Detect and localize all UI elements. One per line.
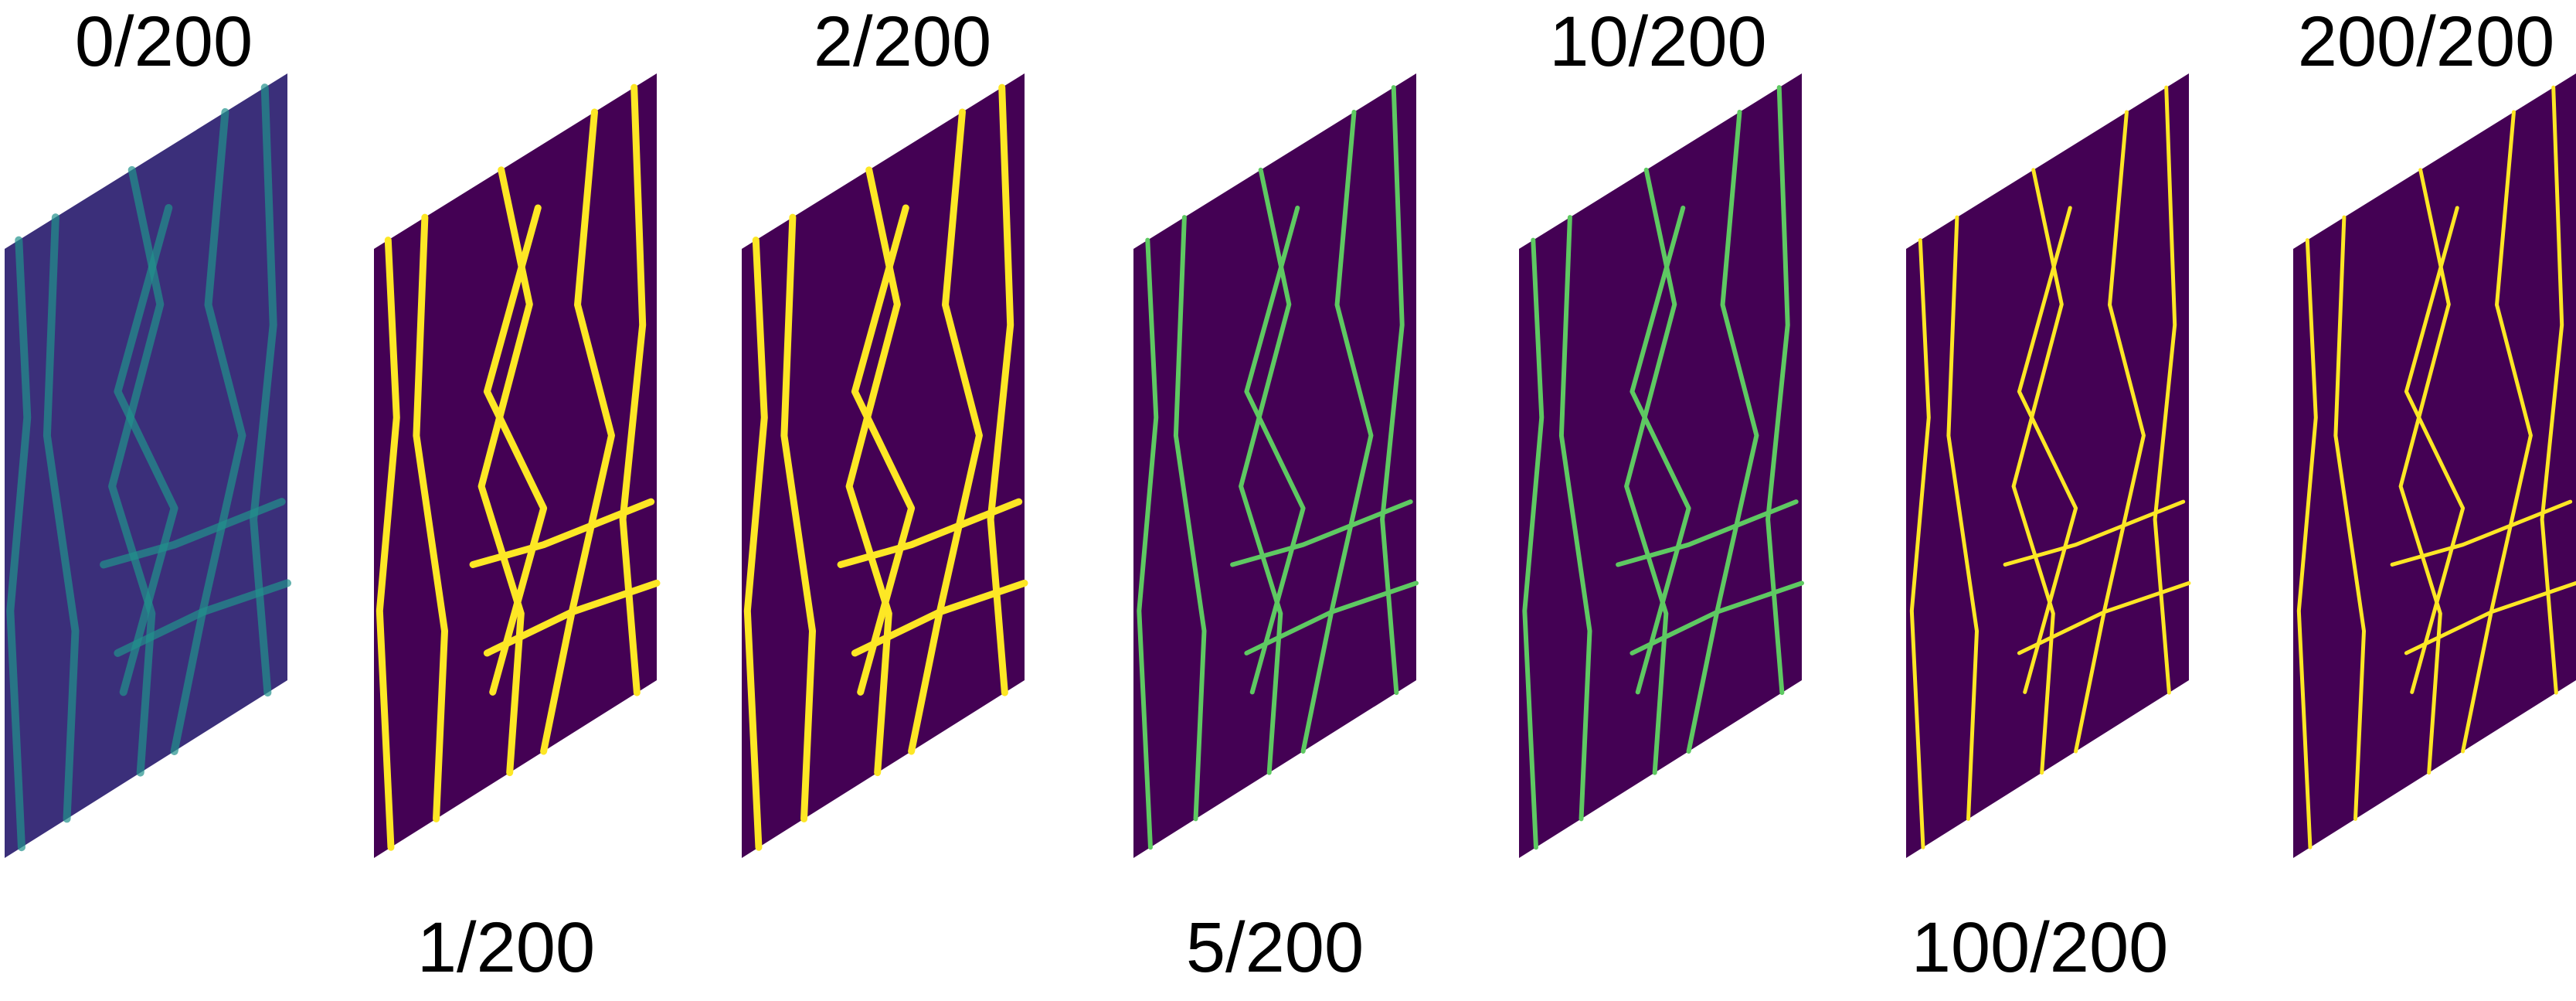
panel-3 [1133, 73, 1419, 858]
filament-line [2017, 581, 2191, 655]
filament-line [1173, 215, 1207, 822]
panel-background [2293, 73, 2576, 858]
filament-line [1230, 499, 1413, 567]
panel-label-1: 1/200 [416, 908, 596, 987]
filament-line [1300, 109, 1374, 754]
filament-line [114, 579, 291, 657]
filament-line [743, 237, 768, 851]
panel-label-0: 0/200 [74, 2, 253, 81]
panel-background [1519, 73, 1802, 858]
filament-line [483, 204, 548, 696]
filament-line [1244, 581, 1419, 655]
filament-line [1624, 167, 1677, 775]
panel-4 [1519, 73, 1804, 858]
filament-line [42, 213, 80, 823]
panel-5 [1906, 73, 2191, 858]
filament-line [1244, 205, 1306, 695]
panel-1 [374, 73, 661, 858]
filament-line [1239, 167, 1292, 775]
filament-line [1946, 215, 1979, 821]
filament-line [1522, 237, 1545, 850]
filament-line [114, 203, 178, 696]
filament-line [2333, 215, 2366, 821]
filament-line [619, 83, 647, 696]
filament-line [1909, 238, 1931, 849]
filament-line [2003, 499, 2186, 567]
filament-line [1686, 109, 1759, 754]
panel-6 [2293, 73, 2576, 858]
filament-line [2153, 85, 2177, 695]
filament-line [851, 579, 1028, 657]
filament-line [851, 204, 916, 696]
filament-line [1558, 215, 1592, 822]
filament-line [1765, 85, 1790, 696]
filament-line [2404, 581, 2576, 655]
filament-line [100, 498, 286, 569]
filament-line [1630, 205, 1691, 695]
filament-line [413, 213, 448, 822]
filament-line [1630, 581, 1804, 655]
panel-0 [5, 73, 291, 858]
filament-line [2398, 168, 2451, 775]
filament-line [1137, 237, 1159, 850]
panel-background [1906, 73, 2189, 858]
filament-line [540, 108, 615, 755]
filament-line [2404, 206, 2466, 694]
filament-line [2540, 85, 2564, 695]
filament-line [780, 213, 816, 822]
panel-label-2: 2/200 [813, 2, 992, 81]
panel-label-5: 100/200 [1911, 908, 2169, 987]
filament-line [2017, 206, 2078, 694]
filament-line [250, 83, 277, 697]
panel-2 [742, 73, 1028, 858]
filament-line [469, 498, 655, 568]
filament-line [908, 108, 983, 755]
filament-line [1616, 499, 1799, 567]
filament-line [837, 498, 1023, 568]
filament-line [483, 579, 661, 657]
filament-line [987, 83, 1014, 696]
filament-line [2074, 110, 2146, 754]
panel-label-6: 200/200 [2297, 2, 2555, 81]
filament-line [376, 237, 400, 851]
filament-line [2390, 499, 2573, 567]
panel-background [1133, 73, 1416, 858]
filament-line [6, 236, 32, 852]
filament-line [1380, 85, 1405, 696]
panel-label-4: 10/200 [1549, 2, 1767, 81]
panel-label-3: 5/200 [1185, 908, 1364, 987]
filament-line [2011, 168, 2064, 775]
filament-line [2461, 110, 2533, 754]
filament-line [2296, 238, 2318, 849]
filament-line [170, 107, 246, 755]
